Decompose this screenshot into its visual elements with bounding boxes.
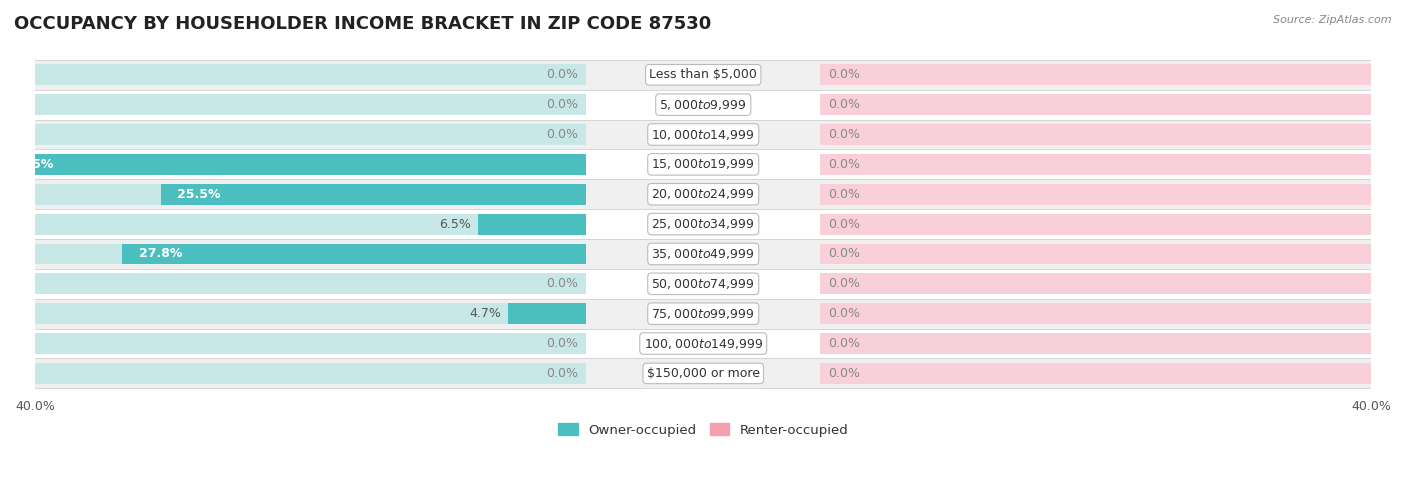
Text: 0.0%: 0.0% xyxy=(828,128,860,141)
Bar xyxy=(35,184,586,205)
Text: 0.0%: 0.0% xyxy=(546,337,578,350)
Bar xyxy=(35,363,586,384)
Bar xyxy=(820,333,1371,354)
Text: $100,000 to $149,999: $100,000 to $149,999 xyxy=(644,336,763,350)
Text: $150,000 or more: $150,000 or more xyxy=(647,367,759,380)
Bar xyxy=(122,243,586,264)
Legend: Owner-occupied, Renter-occupied: Owner-occupied, Renter-occupied xyxy=(553,418,853,442)
Bar xyxy=(35,60,1371,90)
Bar xyxy=(35,303,586,324)
Text: 0.0%: 0.0% xyxy=(828,218,860,230)
Text: 0.0%: 0.0% xyxy=(828,307,860,320)
Bar xyxy=(35,179,1371,209)
Text: 0.0%: 0.0% xyxy=(828,158,860,171)
Text: 0.0%: 0.0% xyxy=(546,128,578,141)
Bar xyxy=(0,154,586,175)
Text: 0.0%: 0.0% xyxy=(828,69,860,81)
Text: $20,000 to $24,999: $20,000 to $24,999 xyxy=(651,187,755,201)
Bar xyxy=(35,359,1371,388)
Bar xyxy=(820,363,1371,384)
Text: 0.0%: 0.0% xyxy=(546,367,578,380)
Text: 0.0%: 0.0% xyxy=(828,247,860,260)
Bar xyxy=(35,333,586,354)
Bar xyxy=(820,64,1371,85)
Bar xyxy=(35,269,1371,299)
Bar xyxy=(35,94,586,115)
Bar xyxy=(35,90,1371,120)
Bar xyxy=(820,184,1371,205)
Text: 27.8%: 27.8% xyxy=(139,247,183,260)
Bar xyxy=(35,214,586,235)
Bar xyxy=(820,273,1371,294)
Text: 4.7%: 4.7% xyxy=(470,307,501,320)
Text: 0.0%: 0.0% xyxy=(546,69,578,81)
Text: 0.0%: 0.0% xyxy=(546,98,578,111)
Bar xyxy=(35,329,1371,359)
Bar xyxy=(35,243,586,264)
Bar xyxy=(820,154,1371,175)
Text: 0.0%: 0.0% xyxy=(546,278,578,290)
Text: 6.5%: 6.5% xyxy=(439,218,471,230)
Text: 35.5%: 35.5% xyxy=(10,158,53,171)
Text: Less than $5,000: Less than $5,000 xyxy=(650,69,758,81)
Bar xyxy=(820,214,1371,235)
Text: $10,000 to $14,999: $10,000 to $14,999 xyxy=(651,127,755,141)
Bar xyxy=(35,149,1371,179)
Text: 0.0%: 0.0% xyxy=(828,98,860,111)
Text: 0.0%: 0.0% xyxy=(828,188,860,201)
Bar xyxy=(820,303,1371,324)
Text: $15,000 to $19,999: $15,000 to $19,999 xyxy=(651,157,755,172)
Bar xyxy=(35,239,1371,269)
Bar xyxy=(35,209,1371,239)
Text: $25,000 to $34,999: $25,000 to $34,999 xyxy=(651,217,755,231)
Text: 0.0%: 0.0% xyxy=(828,367,860,380)
Bar xyxy=(35,299,1371,329)
Bar xyxy=(35,273,586,294)
Bar xyxy=(820,94,1371,115)
Text: OCCUPANCY BY HOUSEHOLDER INCOME BRACKET IN ZIP CODE 87530: OCCUPANCY BY HOUSEHOLDER INCOME BRACKET … xyxy=(14,15,711,33)
Text: 0.0%: 0.0% xyxy=(828,278,860,290)
Bar xyxy=(35,120,1371,149)
Text: $5,000 to $9,999: $5,000 to $9,999 xyxy=(659,98,747,112)
Bar xyxy=(820,243,1371,264)
Text: 25.5%: 25.5% xyxy=(177,188,221,201)
Text: $50,000 to $74,999: $50,000 to $74,999 xyxy=(651,277,755,291)
Bar xyxy=(35,154,586,175)
Bar xyxy=(160,184,586,205)
Bar xyxy=(820,124,1371,145)
Text: $75,000 to $99,999: $75,000 to $99,999 xyxy=(651,307,755,321)
Bar xyxy=(478,214,586,235)
Text: $35,000 to $49,999: $35,000 to $49,999 xyxy=(651,247,755,261)
Text: 0.0%: 0.0% xyxy=(828,337,860,350)
Bar xyxy=(508,303,586,324)
Bar xyxy=(35,124,586,145)
Bar xyxy=(35,64,586,85)
Text: Source: ZipAtlas.com: Source: ZipAtlas.com xyxy=(1274,15,1392,25)
